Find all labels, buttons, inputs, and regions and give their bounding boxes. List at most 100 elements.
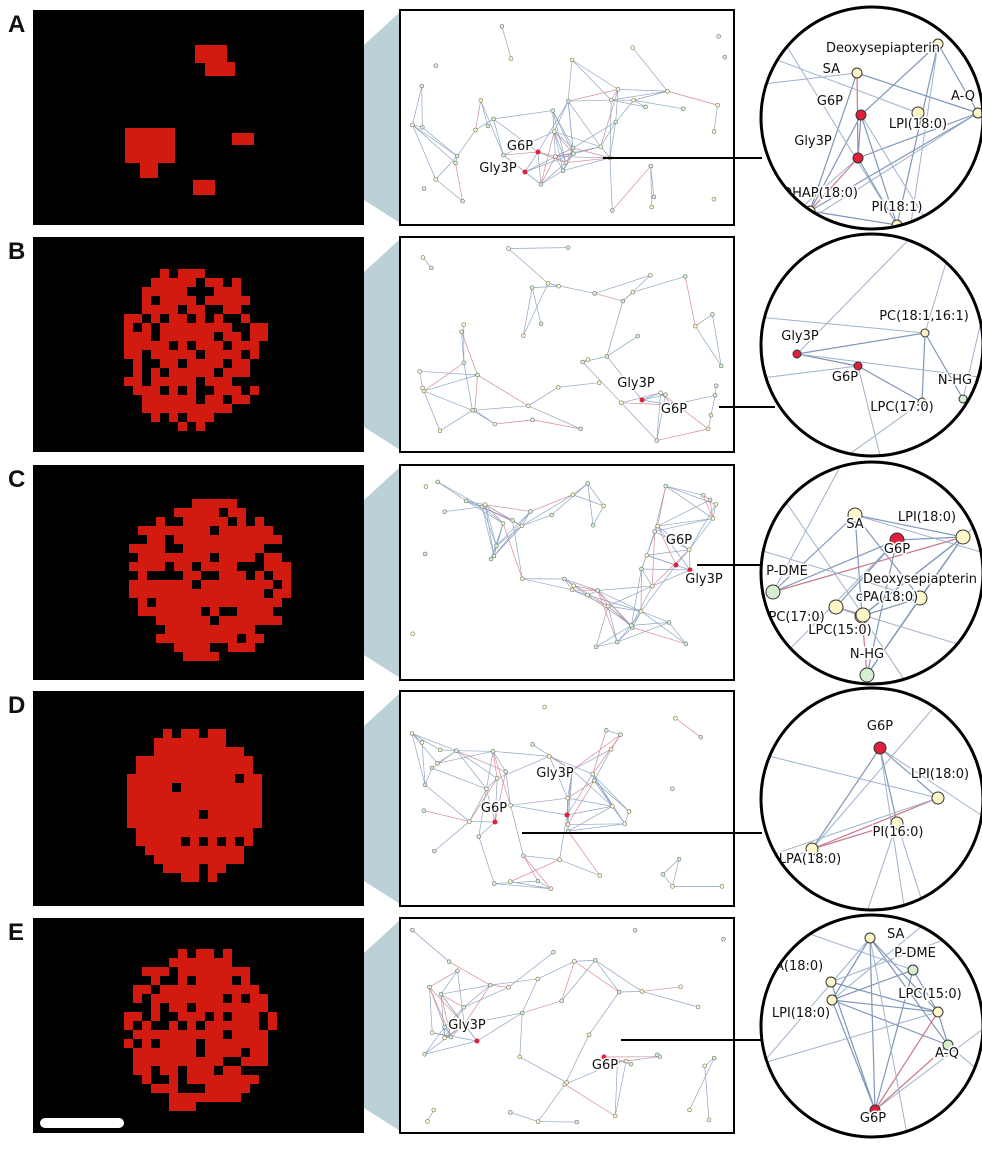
network-node	[536, 1120, 540, 1124]
ion-signal	[190, 801, 199, 810]
network-node	[683, 274, 687, 278]
ion-signal	[232, 359, 241, 368]
ion-signal	[163, 756, 172, 765]
ion-signal	[142, 404, 151, 413]
ion-signal	[192, 499, 201, 508]
network-node	[423, 1052, 427, 1056]
ion-signal	[151, 1012, 160, 1021]
zoom-node	[853, 153, 863, 163]
ion-signal	[169, 994, 178, 1003]
ion-signal	[154, 819, 163, 828]
ion-signal	[174, 598, 183, 607]
ion-signal	[172, 756, 181, 765]
ion-signal	[127, 783, 136, 792]
ion-signal	[190, 774, 199, 783]
ion-signal	[214, 323, 223, 332]
network-node	[581, 360, 585, 364]
ion-signal	[160, 1057, 169, 1066]
ion-signal	[145, 801, 154, 810]
ion-signal	[223, 976, 232, 985]
ion-signal	[219, 625, 228, 634]
network-node	[504, 770, 508, 774]
zoom-node	[956, 530, 970, 544]
network-node	[432, 849, 436, 853]
ion-signal	[151, 305, 160, 314]
zoom-label: LPA(18:0)	[761, 959, 823, 974]
ion-signal	[156, 598, 165, 607]
ion-signal	[127, 819, 136, 828]
ion-signal	[196, 958, 205, 967]
ion-signal	[273, 589, 282, 598]
ion-signal	[178, 350, 187, 359]
ion-signal	[196, 985, 205, 994]
zoom-label: G6P	[867, 719, 893, 734]
network-node	[643, 105, 647, 109]
network-node	[552, 130, 556, 134]
ion-signal	[183, 607, 192, 616]
ion-signal	[169, 287, 178, 296]
ion-signal	[210, 544, 219, 553]
zoom-node	[865, 933, 875, 943]
ion-signal	[199, 738, 208, 747]
zoom-node	[793, 350, 801, 358]
ion-signal	[156, 553, 165, 562]
zoom-node	[856, 608, 870, 622]
zoom-wedge	[364, 239, 400, 450]
network-node	[536, 150, 541, 155]
ion-signal	[217, 765, 226, 774]
ion-signal	[205, 359, 214, 368]
ion-signal	[205, 1030, 214, 1039]
ion-signal	[223, 1093, 232, 1102]
figure: AG6PGly3PDeoxysepiapterinSAG6PA-QLPI(18:…	[0, 0, 982, 1149]
network-node	[493, 820, 498, 825]
ion-signal	[259, 1003, 268, 1012]
network-node	[649, 164, 653, 168]
ion-signal	[237, 580, 246, 589]
network-node	[521, 854, 525, 858]
ion-signal	[210, 535, 219, 544]
network-node	[543, 705, 547, 709]
ion-signal	[187, 967, 196, 976]
ion-signal	[151, 386, 160, 395]
ion-signal	[228, 508, 237, 517]
zoom-node	[908, 965, 918, 975]
ion-signal	[172, 774, 181, 783]
ion-signal	[160, 278, 169, 287]
network-node	[479, 98, 483, 102]
ion-signal	[219, 517, 228, 526]
ion-signal	[208, 756, 217, 765]
ion-signal	[145, 783, 154, 792]
network-node	[579, 427, 583, 431]
ion-signal	[205, 1075, 214, 1084]
ion-signal	[253, 810, 262, 819]
zoom-node	[932, 792, 944, 804]
network-node	[640, 398, 645, 403]
ion-signal	[183, 517, 192, 526]
ion-signal	[205, 1048, 214, 1057]
zoom-label: LPC(15:0)	[898, 987, 962, 1002]
ion-signal	[187, 278, 196, 287]
ion-signal	[169, 1102, 178, 1111]
network-node	[639, 567, 643, 571]
ion-signal	[205, 395, 214, 404]
ion-signal	[136, 819, 145, 828]
ion-signal	[232, 985, 241, 994]
ion-signal	[160, 1030, 169, 1039]
network-node	[664, 484, 668, 488]
ion-signal	[140, 160, 158, 178]
ion-signal	[142, 287, 151, 296]
ion-signal	[205, 278, 214, 287]
ion-signal	[163, 828, 172, 837]
ion-signal	[210, 580, 219, 589]
network-node	[670, 787, 674, 791]
ion-signal	[136, 765, 145, 774]
ion-signal	[208, 765, 217, 774]
ion-signal	[174, 589, 183, 598]
network-label: Gly3P	[536, 766, 574, 781]
ion-signal	[196, 1003, 205, 1012]
ion-signal	[214, 386, 223, 395]
network-node	[520, 577, 524, 581]
zoom-label: Gly3P	[794, 134, 832, 149]
network-node	[716, 103, 720, 107]
ion-signal	[241, 341, 250, 350]
